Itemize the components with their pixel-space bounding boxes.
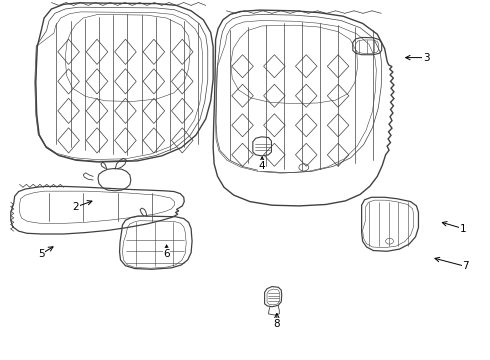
Text: 1: 1 xyxy=(460,224,466,234)
Text: 5: 5 xyxy=(38,249,45,259)
Text: 2: 2 xyxy=(73,202,79,212)
Text: 6: 6 xyxy=(163,249,170,259)
Text: 8: 8 xyxy=(273,319,280,329)
Text: 3: 3 xyxy=(423,53,430,63)
Text: 7: 7 xyxy=(462,261,469,271)
Text: 4: 4 xyxy=(259,161,266,171)
